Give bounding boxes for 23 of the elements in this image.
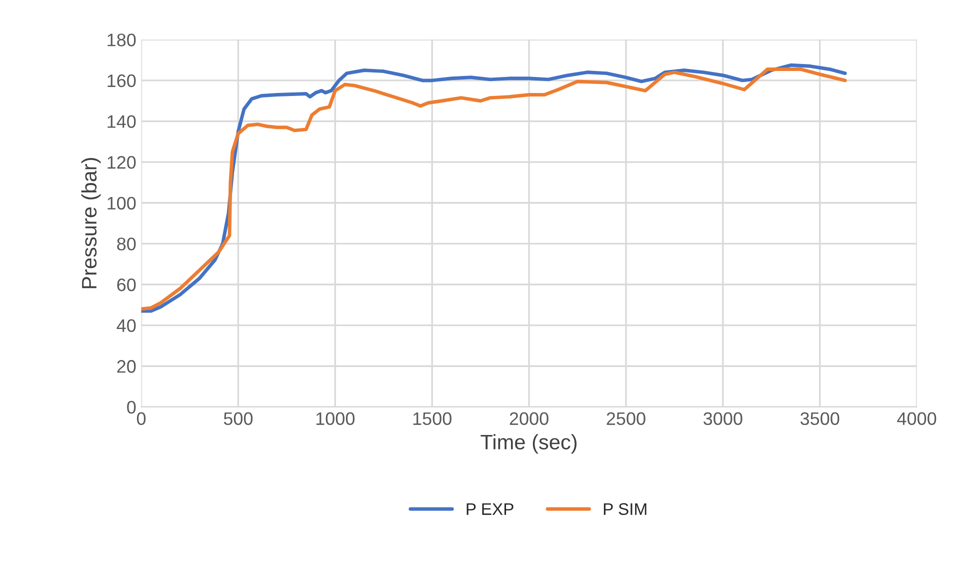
y-tick-label: 40 — [116, 319, 136, 332]
x-tick-label: 2500 — [606, 412, 646, 426]
legend-label: P SIM — [604, 503, 646, 515]
y-tick-label: 80 — [117, 238, 136, 250]
x-tick-label: 2000 — [510, 412, 548, 426]
y-axis-title: Pressure (bar) — [81, 158, 101, 288]
y-tick-label: 100 — [108, 196, 136, 210]
y-tick-label: 140 — [108, 115, 136, 128]
x-tick-label: 1000 — [316, 412, 355, 426]
x-tick-label: 1500 — [413, 412, 452, 426]
x-tick-label: 0 — [136, 412, 146, 426]
x-tick-label: 3000 — [704, 412, 742, 426]
x-tick-label: 3500 — [800, 412, 840, 426]
x-axis-title: Time (sec) — [480, 434, 577, 454]
y-tick-label: 180 — [108, 34, 136, 46]
x-tick-label: 500 — [224, 412, 253, 426]
y-tick-label: 0 — [127, 400, 136, 414]
y-tick-label: 20 — [117, 360, 136, 373]
legend-label: P EXP — [466, 503, 514, 515]
y-tick-label: 60 — [117, 278, 136, 292]
x-tick-label: 4000 — [897, 412, 936, 426]
y-tick-label: 120 — [108, 156, 136, 169]
y-tick-label: 160 — [108, 74, 136, 88]
